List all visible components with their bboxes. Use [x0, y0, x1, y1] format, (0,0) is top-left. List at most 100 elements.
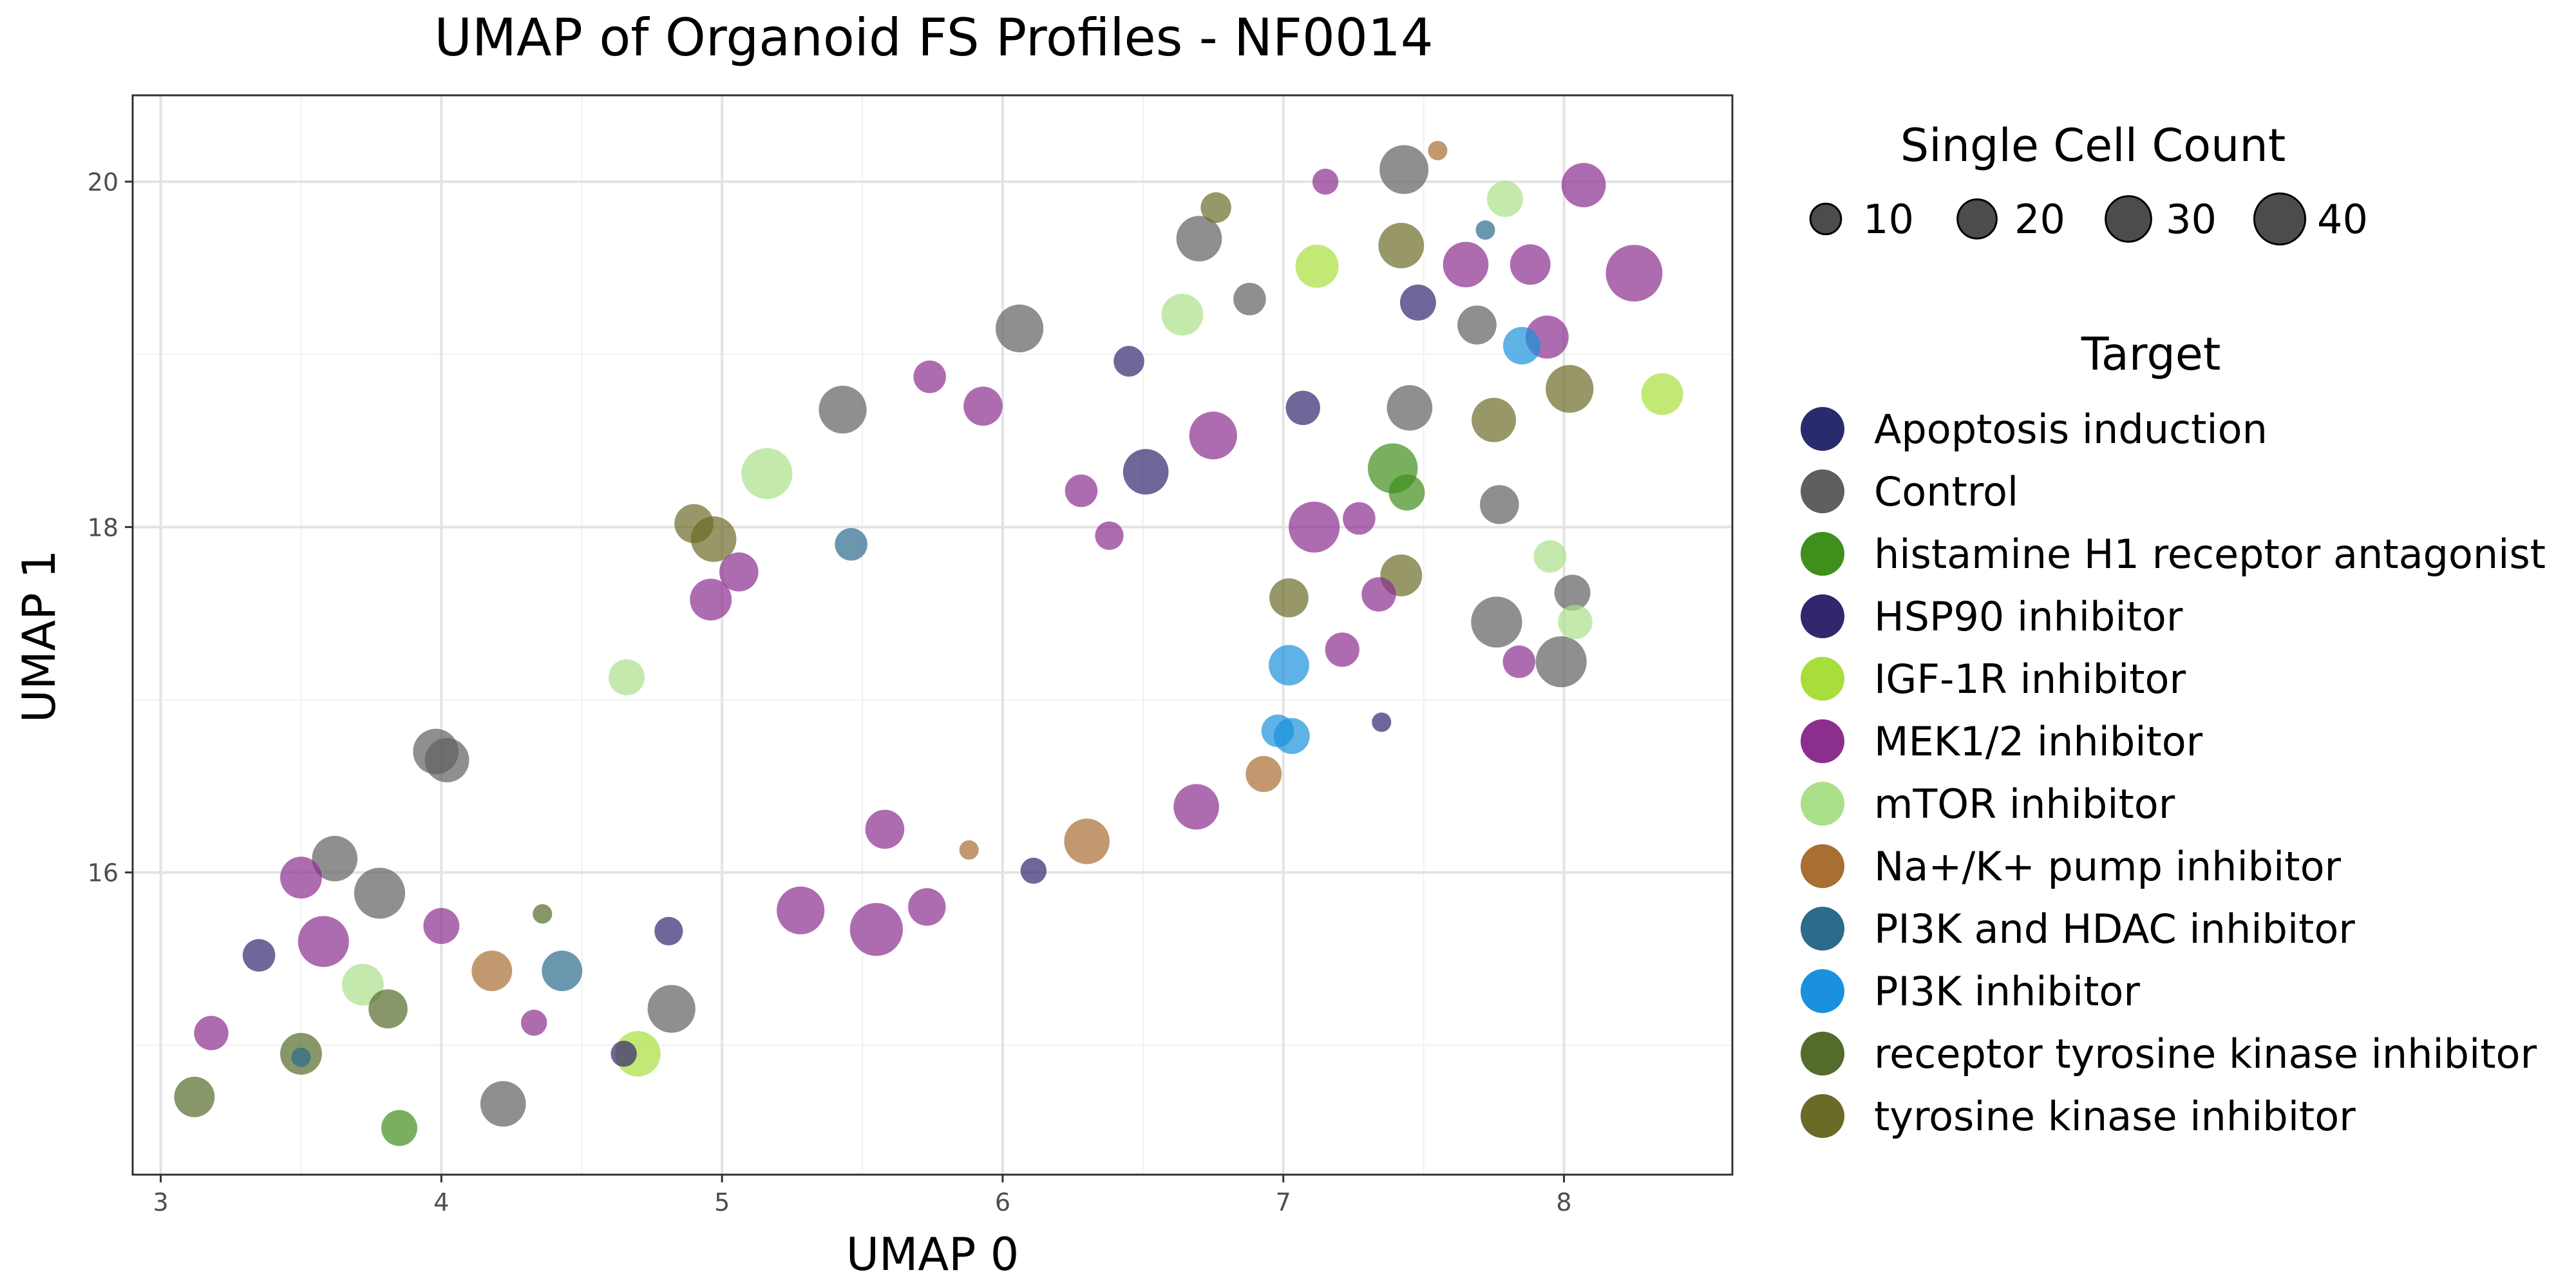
scatter-point — [1502, 327, 1541, 365]
scatter-point — [1388, 474, 1425, 511]
x-tick-label: 5 — [714, 1188, 730, 1217]
scatter-point — [1064, 819, 1110, 864]
scatter-point — [777, 886, 825, 934]
data-points — [174, 140, 1683, 1146]
y-axis: 16 18 20 — [88, 168, 133, 887]
scatter-point — [1533, 540, 1567, 573]
x-tick-label: 6 — [995, 1188, 1010, 1217]
scatter-point — [194, 1016, 229, 1050]
scatter-point — [647, 985, 696, 1033]
scatter-point — [1641, 373, 1683, 415]
x-tick-label: 3 — [153, 1188, 168, 1217]
scatter-point — [1558, 605, 1593, 639]
scatter-point — [611, 1041, 637, 1067]
scatter-point — [1285, 390, 1320, 426]
size-legend-key — [2253, 192, 2307, 246]
color-legend-label: tyrosine kinase inhibitor — [1874, 1093, 2356, 1140]
scatter-point — [913, 360, 946, 393]
scatter-point — [741, 448, 793, 499]
scatter-point — [690, 578, 732, 621]
scatter-point — [1020, 857, 1047, 884]
color-legend-title: Target — [2081, 328, 2221, 381]
size-legend-label: 20 — [2014, 196, 2065, 243]
scatter-point — [381, 1110, 417, 1146]
scatter-point — [1502, 645, 1536, 678]
scatter-point — [368, 989, 408, 1028]
x-tick-label: 4 — [433, 1188, 449, 1217]
scatter-point — [1095, 521, 1124, 550]
scatter-point — [959, 840, 979, 860]
scatter-point — [1457, 305, 1497, 345]
scatter-point — [1269, 578, 1309, 618]
scatter-point — [1554, 574, 1591, 611]
scatter-point — [1200, 192, 1231, 223]
color-legend-label: PI3K and HDAC inhibitor — [1874, 905, 2355, 952]
scatter-point — [1245, 755, 1282, 792]
scatter-point — [1113, 346, 1144, 377]
panel-border — [131, 94, 1734, 1176]
x-axis-title: UMAP 0 — [846, 1228, 1019, 1281]
color-legend-key — [1801, 907, 1844, 951]
color-legend-label: mTOR inhibitor — [1874, 781, 2175, 828]
color-legend-key — [1801, 1094, 1844, 1138]
color-legend-key — [1801, 969, 1844, 1013]
scatter-point — [654, 916, 683, 946]
color-legend-key — [1801, 407, 1844, 451]
color-legend-key — [1801, 844, 1844, 888]
y-tick-label: 16 — [88, 859, 118, 887]
size-legend-label: 30 — [2166, 196, 2217, 243]
scatter-point — [609, 659, 645, 696]
color-legend-keys: Apoptosis induction Control histamine H1 r… — [1801, 406, 2546, 1140]
color-legend: Target Apoptosis induction Control histami… — [1801, 328, 2546, 1140]
size-legend-label: 40 — [2317, 196, 2368, 243]
size-legend-key — [2105, 195, 2152, 243]
color-legend-label: IGF-1R inhibitor — [1874, 656, 2186, 703]
y-tick-label: 20 — [88, 168, 118, 196]
scatter-point — [471, 951, 513, 991]
color-legend-key — [1801, 469, 1844, 513]
scatter-point — [480, 1081, 526, 1127]
scatter-point — [291, 1047, 311, 1067]
scatter-point — [1065, 474, 1098, 507]
scatter-point — [298, 916, 349, 967]
x-axis: 3 4 5 6 7 8 — [153, 1175, 1572, 1217]
x-tick-label: 8 — [1556, 1188, 1571, 1217]
color-legend-key — [1801, 532, 1844, 576]
scatter-point — [1479, 485, 1519, 524]
scatter-point — [1443, 242, 1489, 288]
scatter-point — [1535, 636, 1587, 688]
scatter-point — [1122, 449, 1169, 495]
scatter-point — [1261, 714, 1294, 748]
plot-panel — [131, 94, 1734, 1176]
scatter-point — [1289, 501, 1340, 553]
scatter-point — [354, 867, 406, 919]
scatter-point — [674, 504, 714, 544]
scatter-point — [423, 907, 460, 944]
size-legend-key — [1809, 202, 1842, 236]
color-legend-key — [1801, 719, 1844, 763]
color-legend-key — [1801, 782, 1844, 826]
scatter-point — [819, 385, 867, 434]
scatter-point — [1487, 180, 1523, 217]
y-axis-title: UMAP 1 — [13, 550, 66, 723]
scatter-point — [1471, 596, 1522, 648]
scatter-point — [908, 888, 946, 926]
color-legend-key — [1801, 1032, 1844, 1075]
scatter-point — [341, 963, 384, 1006]
color-legend-label: Control — [1874, 468, 2018, 515]
scatter-point — [424, 737, 469, 782]
scatter-point — [174, 1076, 215, 1117]
size-legend-label: 10 — [1863, 196, 1914, 243]
scatter-point — [1189, 412, 1237, 460]
scatter-point — [1343, 502, 1376, 535]
x-tick-label: 7 — [1276, 1188, 1291, 1217]
scatter-point — [865, 810, 905, 849]
y-tick-label: 18 — [88, 513, 118, 542]
scatter-point — [719, 552, 759, 592]
size-legend: Single Cell Count 10 20 30 40 — [1809, 119, 2368, 246]
scatter-point — [995, 304, 1044, 353]
scatter-point — [312, 835, 358, 882]
scatter-point — [1173, 784, 1219, 830]
scatter-point — [1312, 168, 1339, 195]
